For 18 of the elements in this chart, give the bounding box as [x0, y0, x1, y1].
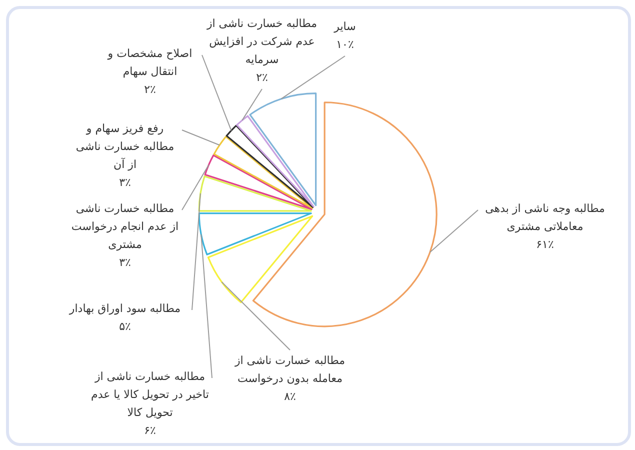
slice-label: مطالبه خسارت ناشی از عدم شرکت در افزایش سرمایه: [206, 16, 318, 68]
data-label: ۶٪: [143, 423, 157, 439]
data-label: ۲٪: [255, 70, 269, 86]
data-label: ۶۱٪: [535, 237, 555, 253]
slice-label: مطالبه خسارت ناشی از تاخیر در تحویل کالا یا عدم تحویل کالا: [90, 369, 210, 421]
slice-label: مطالبه خسارت ناشی از عدم انجام درخواست مشتری: [70, 201, 180, 253]
data-label: ۱۰٪: [335, 37, 355, 53]
data-label: ۲٪: [143, 82, 157, 98]
data-label: ۸٪: [283, 389, 297, 405]
slice-label: مطالبه خسارت ناشی از معامله بدون درخواست: [234, 353, 346, 387]
slice-label: مطالبه سود اوراق بهادار: [68, 301, 182, 317]
slice-label: اصلاح مشخصات و انتقال سهام: [106, 46, 194, 80]
slice-label: سایر: [334, 20, 356, 33]
data-label: ۳٪: [118, 175, 132, 191]
slice-label: رفع فریز سهام و مطالبه خسارت ناشی از آن: [74, 121, 176, 173]
data-label: ۵٪: [118, 319, 132, 335]
slice-label: مطالبه وجه ناشی از بدهی معاملاتی مشتری: [484, 201, 606, 235]
data-label: ۳٪: [118, 255, 132, 271]
